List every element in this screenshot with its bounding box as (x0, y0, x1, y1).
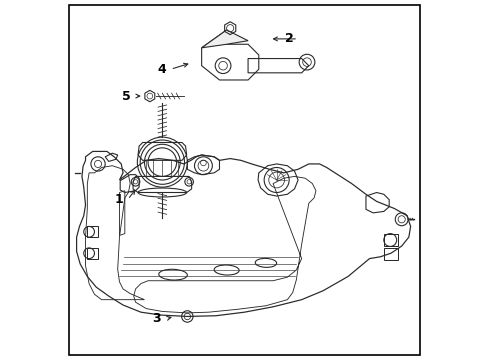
Text: 5: 5 (122, 90, 130, 103)
Text: 3: 3 (152, 312, 161, 325)
Text: 2: 2 (284, 32, 293, 45)
Text: 1: 1 (114, 193, 123, 206)
Polygon shape (201, 30, 247, 48)
Text: 4: 4 (157, 63, 165, 76)
